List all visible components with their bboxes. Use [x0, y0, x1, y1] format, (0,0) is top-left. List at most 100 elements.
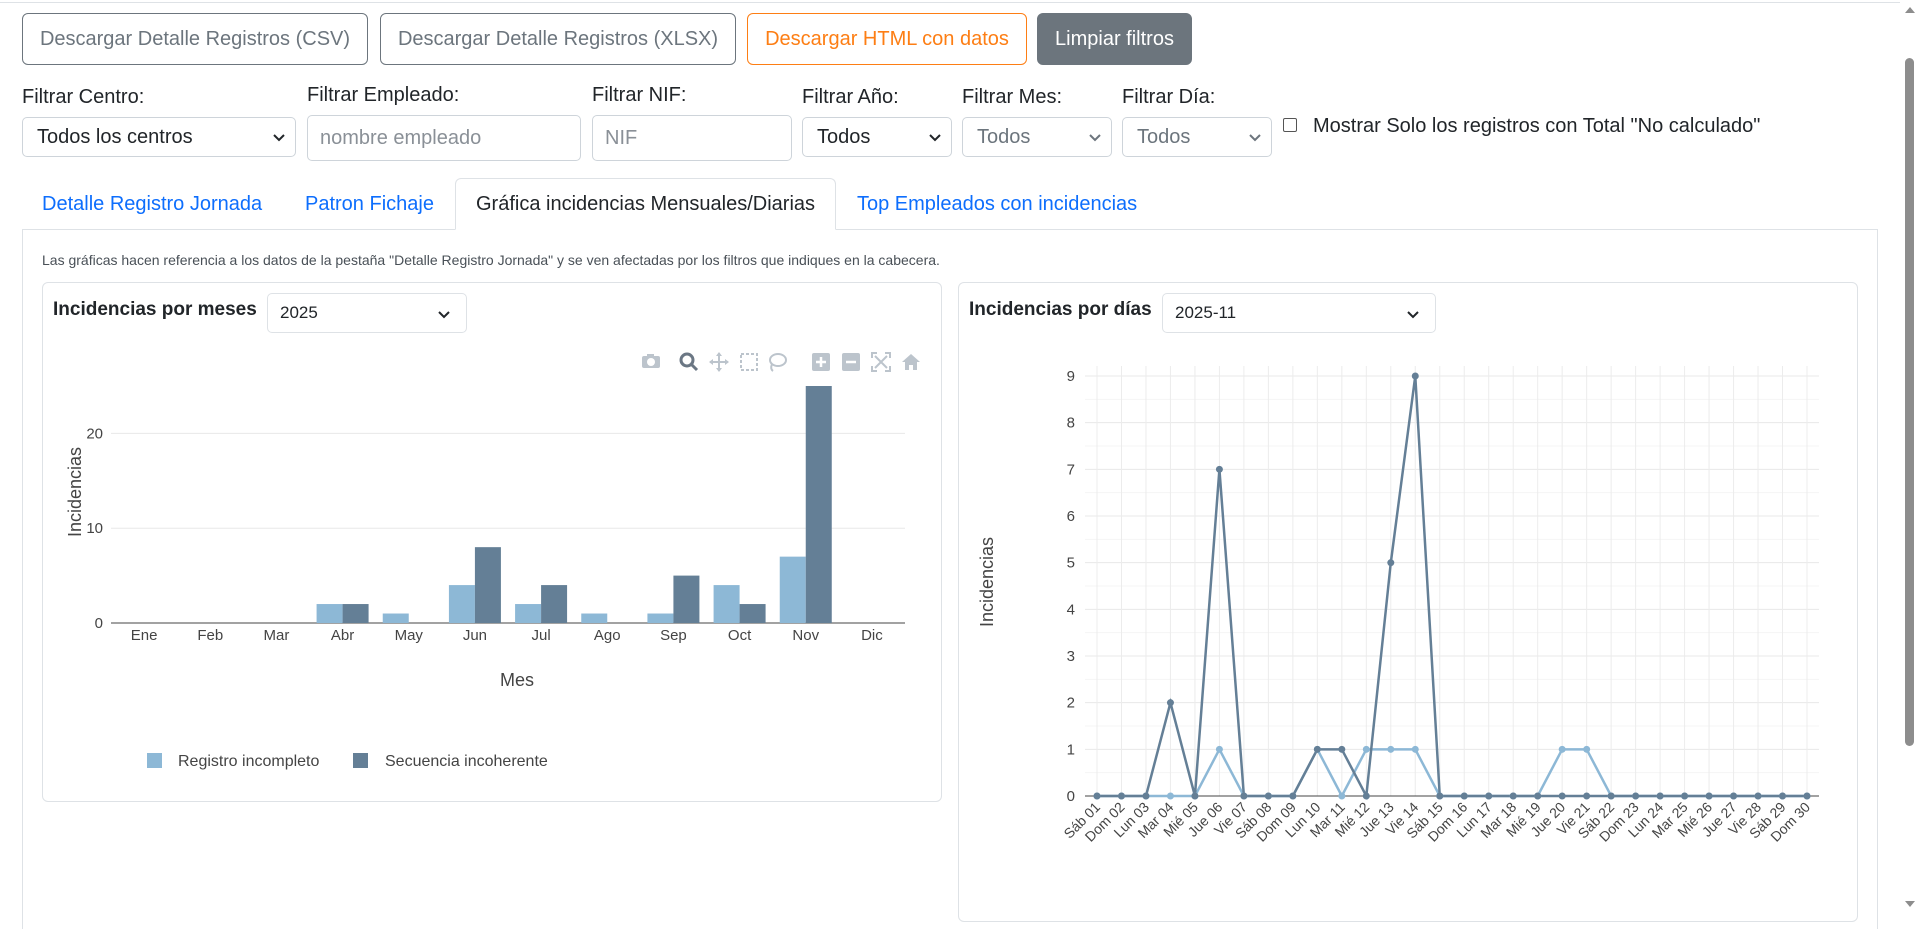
point-registro[interactable] [1362, 745, 1370, 753]
point-secuencia[interactable] [1460, 792, 1468, 800]
bar-registro[interactable] [448, 585, 475, 623]
bar-secuencia[interactable] [541, 585, 568, 623]
bar-registro[interactable] [316, 604, 343, 623]
point-secuencia[interactable] [1681, 792, 1689, 800]
mes-select[interactable]: Todos [962, 117, 1112, 157]
point-registro[interactable] [1166, 792, 1174, 800]
bar-registro[interactable] [581, 613, 608, 623]
point-secuencia[interactable] [1754, 792, 1762, 800]
tab-patron-fichaje[interactable]: Patron Fichaje [305, 192, 434, 215]
point-secuencia[interactable] [1534, 792, 1542, 800]
zoom-in-icon[interactable] [812, 353, 830, 371]
x-tick-label: Sep [660, 627, 687, 644]
zoom-out-icon[interactable] [842, 353, 860, 371]
point-registro[interactable] [1411, 745, 1419, 753]
point-registro[interactable] [1583, 745, 1591, 753]
pan-icon[interactable] [709, 352, 729, 372]
chevron-down-icon [1089, 134, 1101, 142]
scrollbar-thumb[interactable] [1905, 58, 1914, 746]
zoom-icon[interactable] [679, 352, 699, 372]
bar-secuencia[interactable] [739, 604, 766, 623]
download-xlsx-button[interactable]: Descargar Detalle Registros (XLSX) [380, 13, 736, 65]
point-secuencia[interactable] [1289, 792, 1297, 800]
box-select-icon[interactable] [740, 353, 758, 371]
legend-label-registro[interactable]: Registro incompleto [178, 753, 320, 770]
point-secuencia[interactable] [1583, 792, 1591, 800]
point-secuencia[interactable] [1191, 792, 1199, 800]
point-secuencia[interactable] [1166, 699, 1174, 707]
point-secuencia[interactable] [1215, 465, 1223, 473]
point-secuencia[interactable] [1632, 792, 1640, 800]
y-tick-label: 6 [1067, 508, 1075, 525]
point-secuencia[interactable] [1509, 792, 1517, 800]
point-secuencia[interactable] [1705, 792, 1713, 800]
x-tick-label: Feb [197, 627, 223, 644]
x-tick-label: Ago [594, 627, 621, 644]
chevron-down-icon [273, 134, 285, 142]
clear-filters-button[interactable]: Limpiar filtros [1037, 13, 1192, 65]
autoscale-icon[interactable] [871, 352, 891, 372]
point-secuencia[interactable] [1485, 792, 1493, 800]
mes-filter-label: Filtrar Mes: [962, 86, 1062, 108]
point-secuencia[interactable] [1338, 745, 1346, 753]
point-secuencia[interactable] [1411, 372, 1419, 380]
bar-registro[interactable] [713, 585, 740, 623]
point-secuencia[interactable] [1558, 792, 1566, 800]
point-secuencia[interactable] [1656, 792, 1664, 800]
monthly-bar-chart: 0 10 20 Ene Feb Mar Abr May Jun Jul Ago Sep Oct Nov Di… [65, 352, 920, 770]
bar-secuencia[interactable] [474, 547, 501, 623]
bar-registro[interactable] [382, 613, 409, 623]
anio-filter-label: Filtrar Año: [802, 86, 899, 108]
point-secuencia[interactable] [1436, 792, 1444, 800]
bar-secuencia[interactable] [673, 575, 700, 623]
point-secuencia[interactable] [1264, 792, 1272, 800]
nif-input[interactable]: NIF [592, 115, 792, 161]
point-secuencia[interactable] [1779, 792, 1787, 800]
tab-detalle-registro[interactable]: Detalle Registro Jornada [42, 192, 263, 215]
bar-registro[interactable] [515, 604, 542, 623]
centro-filter-label: Filtrar Centro: [22, 86, 145, 108]
y-tick-label: 0 [95, 615, 103, 632]
point-secuencia[interactable] [1142, 792, 1150, 800]
home-icon[interactable] [902, 354, 920, 370]
legend-label-secuencia[interactable]: Secuencia incoherente [385, 753, 548, 770]
point-registro[interactable] [1387, 745, 1395, 753]
point-secuencia[interactable] [1117, 792, 1125, 800]
y-tick-label: 2 [1067, 695, 1075, 712]
bar-registro[interactable] [647, 613, 674, 623]
point-registro[interactable] [1558, 745, 1566, 753]
no-calculado-checkbox[interactable] [1283, 118, 1297, 132]
scroll-down-icon[interactable] [1904, 900, 1916, 908]
point-secuencia[interactable] [1313, 745, 1321, 753]
empleado-input[interactable]: nombre empleado [307, 115, 581, 161]
point-secuencia[interactable] [1240, 792, 1248, 800]
monthly-year-select[interactable]: 2025 [267, 293, 467, 333]
nif-filter-label: Filtrar NIF: [592, 84, 687, 106]
tab-top-empleados[interactable]: Top Empleados con incidencias [857, 192, 1138, 215]
tab-grafica-incidencias[interactable]: Gráfica incidencias Mensuales/Diarias [455, 178, 837, 230]
camera-icon[interactable] [642, 354, 660, 368]
point-secuencia[interactable] [1387, 559, 1395, 567]
point-registro[interactable] [1215, 745, 1223, 753]
lasso-select-icon[interactable] [769, 353, 787, 372]
point-secuencia[interactable] [1362, 792, 1370, 800]
line-secuencia[interactable] [1097, 375, 1807, 801]
bar-secuencia[interactable] [342, 604, 369, 623]
bar-registro[interactable] [779, 556, 806, 623]
download-csv-button[interactable]: Descargar Detalle Registros (CSV) [22, 13, 368, 65]
scroll-up-icon[interactable] [1904, 6, 1916, 14]
point-secuencia[interactable] [1607, 792, 1615, 800]
point-registro[interactable] [1338, 792, 1346, 800]
no-calculado-checkbox-label: Mostrar Solo los registros con Total "No… [1313, 115, 1761, 137]
download-html-button[interactable]: Descargar HTML con datos [747, 13, 1027, 65]
point-secuencia[interactable] [1730, 792, 1738, 800]
y-tick-label: 10 [86, 520, 103, 537]
anio-select[interactable]: Todos [802, 117, 952, 157]
point-secuencia[interactable] [1093, 792, 1101, 800]
daily-month-select[interactable]: 2025-11 [1162, 293, 1436, 333]
bar-secuencia[interactable] [805, 386, 832, 623]
centro-select[interactable]: Todos los centros [22, 117, 296, 157]
point-secuencia[interactable] [1803, 792, 1811, 800]
dia-select[interactable]: Todos [1122, 117, 1272, 157]
